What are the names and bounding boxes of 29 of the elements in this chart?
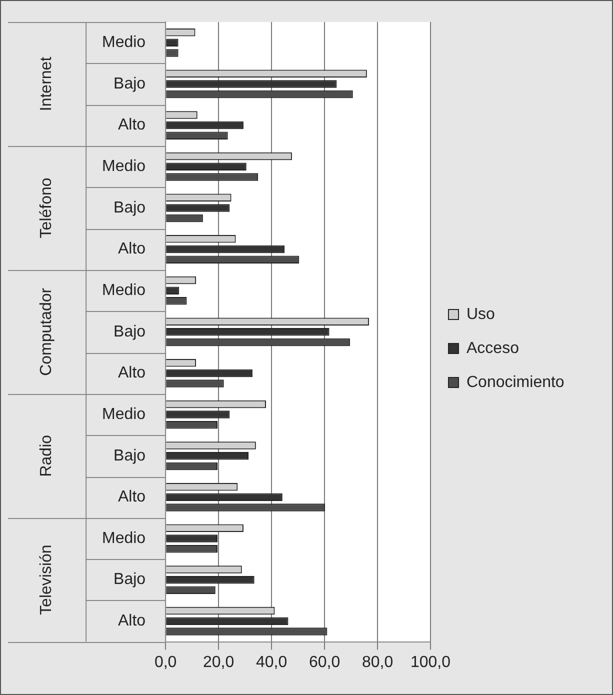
y-tick-label: Alto [118,364,146,382]
y-tick-label: Alto [118,240,146,258]
x-tick-label: 40,0 [256,654,288,671]
y-tick-label: Bajo [114,447,146,464]
text: Teléfono [38,178,56,238]
y-tick-label: Medio [102,34,146,52]
x-tick-label: 0,0 [154,654,177,671]
y-tick-label: Alto [118,488,146,506]
text: Televisión [38,544,56,615]
legend-label: Acceso [466,340,546,357]
y-tick-label: Bajo [114,571,146,588]
y-tick-label: Medio [102,530,146,547]
legend-label: Conocimiento [466,374,591,391]
x-tick-label: 80,0 [362,654,394,671]
y-tick-label: Medio [102,406,146,423]
y-tick-label: Bajo [114,75,146,92]
y-tick-label: Medio [102,282,146,299]
text: Radio [38,434,56,477]
y-tick-label: Medio [102,158,146,176]
text: Internet [38,56,56,112]
x-tick-label: 20,0 [202,654,234,671]
y-tick-label: Alto [118,116,146,134]
text: Computador [38,287,56,376]
x-tick-label: 100,0 [410,654,451,671]
legend-label: Uso [466,306,522,323]
y-tick-label: Bajo [114,199,146,216]
y-tick-label: Alto [118,612,146,630]
x-tick-label: 60,0 [308,654,340,671]
y-tick-label: Bajo [114,323,146,340]
